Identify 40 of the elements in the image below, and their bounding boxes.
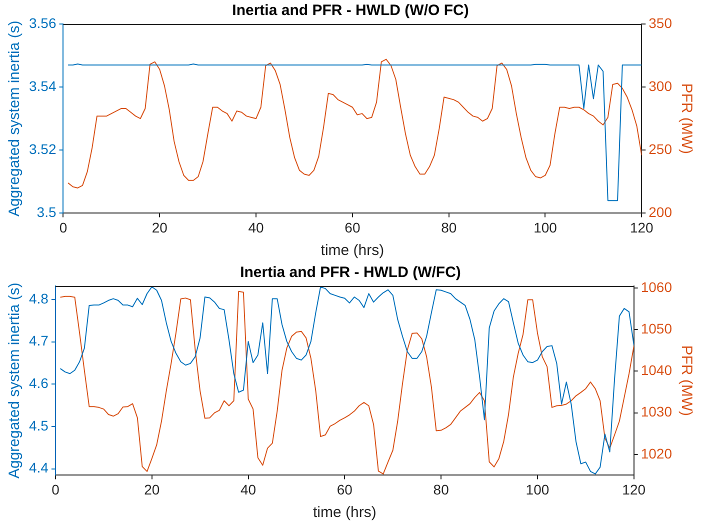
y2-axis-title: PFR (MW) — [678, 83, 695, 154]
x-tick-label: 20 — [152, 219, 168, 236]
y-tick-label: 4.8 — [28, 290, 49, 306]
y2-tick-label: 350 — [648, 14, 672, 31]
x-tick-label: 40 — [248, 219, 264, 236]
x-tick-label: 60 — [344, 219, 360, 236]
x-tick-label: 60 — [336, 481, 353, 498]
x-tick-label: 20 — [144, 481, 160, 498]
x-tick-label: 120 — [622, 481, 646, 498]
y-axis-title: Aggregated system inertia (s) — [6, 282, 24, 479]
x-tick-label: 0 — [52, 481, 60, 498]
chart-title: Inertia and PFR - HWLD (W/FC) — [240, 264, 461, 282]
y-tick-label: 4.4 — [28, 460, 49, 476]
y-tick-label: 3.5 — [36, 204, 56, 220]
x-tick-label: 40 — [240, 481, 256, 498]
y-tick-label: 4.5 — [28, 417, 49, 434]
x-tick-label: 80 — [433, 481, 450, 498]
y2-tick-label: 1050 — [640, 320, 672, 337]
y2-tick-label: 1040 — [640, 362, 672, 378]
x-tick-label: 100 — [526, 481, 550, 498]
y2-axis-title: PFR (MW) — [678, 345, 695, 416]
x-tick-label: 0 — [59, 219, 68, 236]
y2-tick-label: 200 — [648, 204, 672, 220]
y-axis-title: Aggregated system inertia (s) — [6, 20, 24, 217]
x-tick-label: 80 — [441, 219, 457, 236]
y-tick-label: 3.52 — [29, 140, 56, 157]
y2-tick-label: 300 — [648, 78, 672, 94]
y-tick-label: 4.7 — [28, 332, 49, 349]
x-axis-title: time (hrs) — [312, 504, 376, 522]
x-tick-label: 120 — [630, 219, 654, 236]
x-axis-title: time (hrs) — [320, 242, 384, 260]
y-tick-label: 3.54 — [29, 78, 56, 94]
y2-tick-label: 1030 — [640, 404, 672, 420]
y2-tick-label: 1020 — [640, 445, 672, 462]
x-tick-label: 100 — [534, 219, 558, 236]
chart-title: Inertia and PFR - HWLD (W/O FC) — [232, 2, 469, 20]
y-tick-label: 3.56 — [29, 14, 56, 31]
y2-tick-label: 1060 — [640, 278, 672, 295]
y-tick-label: 4.6 — [28, 375, 49, 392]
y2-tick-label: 250 — [648, 140, 672, 157]
